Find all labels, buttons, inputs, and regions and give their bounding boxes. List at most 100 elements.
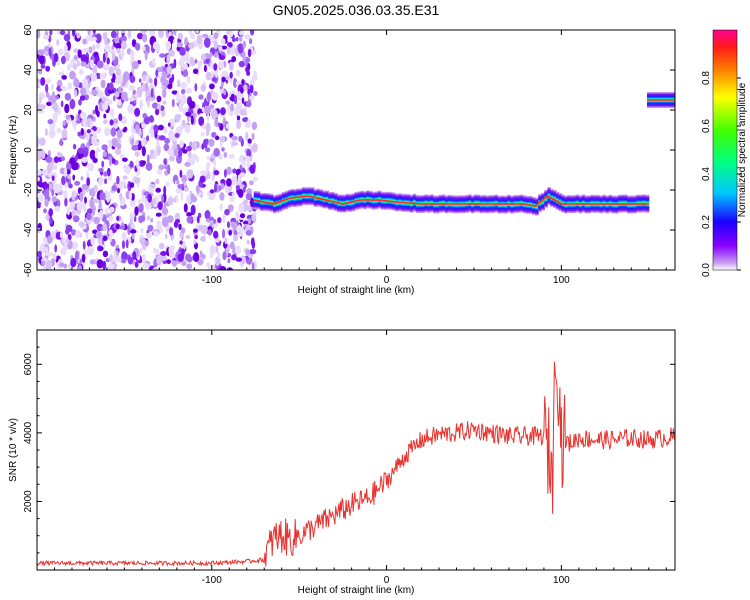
noise-blob xyxy=(206,91,212,102)
noise-blob xyxy=(146,154,150,164)
noise-blob xyxy=(73,122,77,131)
noise-blob xyxy=(65,114,71,120)
noise-blob xyxy=(183,186,189,192)
noise-blob xyxy=(96,147,101,153)
noise-blob xyxy=(102,64,110,71)
noise-blob xyxy=(110,30,117,39)
noise-blob xyxy=(117,187,120,194)
noise-blob xyxy=(163,158,167,166)
noise-blob xyxy=(99,246,104,251)
colorbar-tick-label: 0.4 xyxy=(701,167,712,181)
signal-band-segment xyxy=(310,187,315,206)
noise-blob xyxy=(162,100,167,105)
noise-blob xyxy=(236,115,241,121)
noise-blob xyxy=(110,108,115,118)
noise-blob xyxy=(198,116,205,126)
noise-blob xyxy=(37,108,45,114)
noise-blob xyxy=(79,191,83,202)
noise-blob xyxy=(115,244,120,249)
noise-blob xyxy=(206,161,211,168)
noise-blob xyxy=(86,212,92,221)
noise-blob xyxy=(246,149,252,158)
noise-blob xyxy=(82,38,87,45)
noise-blob xyxy=(211,77,217,82)
noise-blob xyxy=(196,34,203,45)
noise-blob xyxy=(102,260,107,270)
noise-blob xyxy=(188,100,196,109)
noise-blob xyxy=(186,215,192,224)
noise-blob xyxy=(113,118,119,125)
signal-band xyxy=(253,187,650,216)
noise-blob xyxy=(237,174,241,184)
noise-blob xyxy=(225,123,230,129)
noise-blob xyxy=(238,60,245,68)
noise-blob xyxy=(150,218,154,223)
noise-blob xyxy=(179,47,186,56)
colorbar-tick-label: 0.0 xyxy=(701,263,712,277)
noise-blob xyxy=(108,254,114,263)
noise-blob xyxy=(95,230,102,239)
noise-blob xyxy=(108,215,114,222)
x-tick-label: 100 xyxy=(553,575,570,586)
noise-blob xyxy=(168,35,175,41)
noise-blob xyxy=(231,56,237,63)
noise-blob xyxy=(123,165,131,174)
signal-band-segment xyxy=(325,190,329,209)
noise-blob xyxy=(227,204,234,212)
noise-blob xyxy=(146,135,150,142)
noise-blob xyxy=(132,90,136,95)
noise-blob xyxy=(201,124,207,130)
noise-blob xyxy=(203,37,211,48)
noise-blob xyxy=(99,192,106,201)
noise-blob xyxy=(239,155,244,163)
noise-blob xyxy=(220,38,226,45)
noise-blob xyxy=(190,33,196,39)
noise-blob xyxy=(236,220,239,226)
noise-blob xyxy=(46,101,52,107)
noise-blob xyxy=(230,135,238,140)
noise-blob xyxy=(156,220,162,231)
colorbar-tick-label: 0.6 xyxy=(701,119,712,133)
noise-blob xyxy=(208,138,215,147)
noise-blob xyxy=(242,220,250,225)
noise-blob xyxy=(106,57,110,65)
noise-blob xyxy=(214,182,218,193)
noise-blob xyxy=(213,170,220,176)
noise-blob xyxy=(64,103,70,114)
noise-blob xyxy=(118,74,123,84)
noise-blob xyxy=(249,180,254,186)
noise-blob xyxy=(243,186,246,193)
snr-panel: -100 0 100 2000 4000 6000 Height of straight … xyxy=(8,329,676,596)
noise-blob xyxy=(230,90,236,96)
noise-blob xyxy=(59,231,64,239)
noise-blob xyxy=(78,221,85,227)
noise-blob xyxy=(198,94,204,100)
noise-blob xyxy=(121,251,128,262)
noise-blob xyxy=(179,140,184,148)
noise-blob xyxy=(98,176,104,184)
noise-blob xyxy=(108,82,114,91)
noise-blob xyxy=(177,79,181,88)
y-tick-label: -60 xyxy=(23,262,34,277)
noise-blob xyxy=(60,247,67,256)
noise-blob xyxy=(176,42,184,48)
signal-band-segment xyxy=(273,195,277,214)
noise-blob xyxy=(226,267,233,270)
noise-blob xyxy=(78,99,82,106)
noise-blob xyxy=(196,259,204,265)
noise-blob xyxy=(43,51,50,56)
noise-blob xyxy=(160,109,166,117)
noise-blob xyxy=(82,78,89,89)
noise-blob xyxy=(101,73,107,79)
noise-blob xyxy=(246,239,250,245)
noise-blob xyxy=(41,260,46,266)
noise-blob xyxy=(74,89,78,98)
noise-blob xyxy=(224,208,230,216)
noise-blob xyxy=(48,47,52,57)
noise-blob xyxy=(250,30,255,36)
spectrogram-x-axis-label: Height of straight line (km) xyxy=(298,285,415,296)
noise-blob xyxy=(202,235,206,242)
noise-blob xyxy=(186,169,194,179)
noise-blob xyxy=(37,194,44,204)
noise-blob xyxy=(175,187,182,194)
